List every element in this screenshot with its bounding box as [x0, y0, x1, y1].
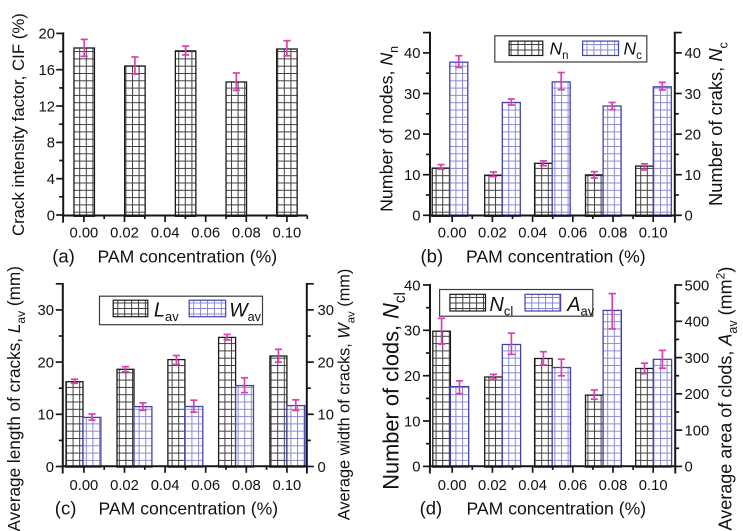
svg-text:0.02: 0.02	[478, 478, 507, 494]
svg-text:0: 0	[685, 460, 693, 476]
svg-text:20: 20	[685, 127, 701, 143]
svg-text:Number of clods, Ncl: Number of clods, Ncl	[379, 292, 410, 490]
svg-text:Number of nodes, Nn: Number of nodes, Nn	[377, 46, 401, 212]
svg-text:40: 40	[404, 46, 420, 62]
svg-text:30: 30	[38, 303, 54, 319]
svg-text:500: 500	[685, 278, 710, 294]
svg-text:0.08: 0.08	[599, 478, 628, 494]
svg-text:12: 12	[39, 99, 55, 115]
svg-text:0: 0	[46, 460, 54, 476]
svg-text:0.00: 0.00	[69, 225, 98, 241]
svg-text:30: 30	[685, 87, 701, 103]
svg-text:10: 10	[404, 168, 420, 184]
svg-text:Average width of cracks, Wav (: Average width of cracks, Wav (mm)	[336, 269, 358, 521]
svg-text:Ncl: Ncl	[489, 294, 513, 319]
svg-text:40: 40	[404, 278, 420, 294]
svg-text:Nn: Nn	[550, 39, 569, 63]
svg-text:0.08: 0.08	[232, 225, 261, 241]
svg-text:0.08: 0.08	[232, 478, 261, 494]
svg-text:200: 200	[685, 387, 710, 403]
svg-text:0.04: 0.04	[518, 225, 547, 241]
svg-text:0.06: 0.06	[191, 225, 220, 241]
svg-text:16: 16	[39, 63, 55, 79]
svg-text:0.02: 0.02	[110, 478, 139, 494]
svg-text:0.06: 0.06	[558, 478, 587, 494]
svg-text:0.00: 0.00	[438, 478, 467, 494]
svg-text:Average area of clods, Aav (mm: Average area of clods, Aav (mm2)	[714, 267, 740, 531]
svg-text:400: 400	[685, 315, 710, 331]
svg-text:0.10: 0.10	[272, 478, 301, 494]
svg-text:Wav: Wav	[229, 300, 261, 325]
svg-text:10: 10	[685, 168, 701, 184]
svg-text:PAM concentration (%): PAM concentration (%)	[466, 247, 646, 267]
svg-text:0.10: 0.10	[639, 225, 668, 241]
svg-text:20: 20	[39, 27, 55, 43]
svg-text:20: 20	[404, 127, 420, 143]
svg-text:Aav: Aav	[566, 294, 595, 319]
svg-text:0.06: 0.06	[558, 225, 587, 241]
svg-text:PAM concentration (%): PAM concentration (%)	[98, 247, 278, 267]
svg-text:(b): (b)	[421, 246, 444, 267]
svg-text:10: 10	[318, 408, 334, 424]
svg-text:0: 0	[412, 460, 420, 476]
svg-text:(c): (c)	[55, 498, 77, 519]
svg-text:10: 10	[38, 408, 54, 424]
svg-text:40: 40	[685, 46, 701, 62]
svg-text:Number of craks, Nc: Number of craks, Nc	[705, 41, 731, 205]
svg-text:30: 30	[404, 324, 420, 340]
svg-text:0.06: 0.06	[191, 478, 220, 494]
svg-text:20: 20	[38, 355, 54, 371]
svg-text:30: 30	[318, 303, 334, 319]
svg-text:(d): (d)	[420, 498, 443, 519]
svg-text:0: 0	[412, 209, 420, 225]
svg-text:0.00: 0.00	[69, 478, 98, 494]
svg-text:100: 100	[685, 423, 710, 439]
svg-text:Nc: Nc	[624, 39, 643, 63]
svg-text:4: 4	[47, 172, 55, 188]
svg-text:20: 20	[318, 355, 334, 371]
svg-text:0.02: 0.02	[478, 225, 507, 241]
svg-text:0.04: 0.04	[151, 478, 180, 494]
svg-text:0.08: 0.08	[599, 225, 628, 241]
svg-text:30: 30	[404, 87, 420, 103]
svg-text:0.00: 0.00	[438, 225, 467, 241]
svg-text:0.02: 0.02	[110, 225, 139, 241]
svg-text:0: 0	[685, 209, 693, 225]
svg-text:Average length of cracks, Lav: Average length of cracks, Lav (mm)	[4, 266, 28, 531]
svg-text:300: 300	[685, 351, 710, 367]
svg-text:0: 0	[318, 460, 326, 476]
svg-text:20: 20	[404, 369, 420, 385]
svg-text:0.04: 0.04	[518, 478, 547, 494]
svg-text:Lav: Lav	[154, 300, 179, 325]
svg-text:0.10: 0.10	[272, 225, 301, 241]
svg-text:0: 0	[47, 208, 55, 224]
svg-text:8: 8	[47, 136, 55, 152]
svg-text:(a): (a)	[52, 246, 75, 267]
svg-text:PAM concentration (%): PAM concentration (%)	[467, 499, 647, 519]
svg-text:Crack intensity factor, CIF (%: Crack intensity factor, CIF (%)	[9, 13, 28, 236]
svg-text:PAM concentration (%): PAM concentration (%)	[99, 499, 279, 519]
svg-text:0.10: 0.10	[639, 478, 668, 494]
svg-text:10: 10	[404, 414, 420, 430]
svg-text:0.04: 0.04	[151, 225, 180, 241]
